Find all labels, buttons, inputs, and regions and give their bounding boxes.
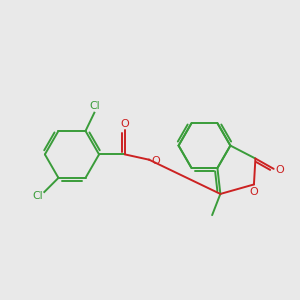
Text: O: O: [250, 187, 258, 196]
Text: O: O: [121, 119, 129, 129]
Text: Cl: Cl: [90, 100, 100, 111]
Text: Cl: Cl: [32, 191, 43, 201]
Text: O: O: [151, 156, 160, 166]
Text: O: O: [276, 165, 284, 175]
